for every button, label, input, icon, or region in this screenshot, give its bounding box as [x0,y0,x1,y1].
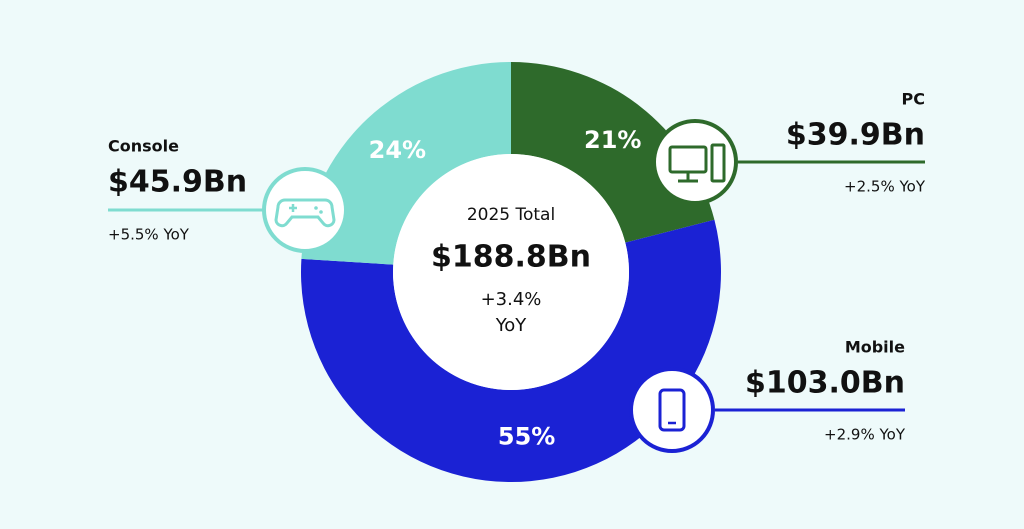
category-name: PC [902,90,925,109]
console-icon [262,167,348,253]
slice [301,62,511,265]
callouts: PC $39.9Bn +2.5% YoY Mobile $103.0Bn +2.9% Yo… [108,90,926,444]
category-amount: $39.9Bn [786,118,925,153]
category-growth: +2.5% YoY [844,178,926,196]
slice-label: 55% [498,422,555,450]
slice [301,219,721,482]
center-label: 2025 Total [467,205,555,225]
center-growth-unit: YoY [495,315,528,336]
slice-label: 24% [369,136,426,164]
category-growth: +2.9% YoY [824,426,906,444]
mobile-icon [629,367,715,453]
category-name: Console [108,137,179,156]
center-total: $188.8Bn [431,240,591,275]
pc-icon [652,119,738,205]
category-name: Mobile [845,338,905,357]
category-growth: +5.5% YoY [108,226,190,244]
category-amount: $103.0Bn [745,366,905,401]
slice [511,62,715,243]
category-amount: $45.9Bn [108,165,247,200]
center-growth: +3.4% [481,289,542,310]
slice-label: 21% [584,126,641,154]
donut: 21% 55% 24% [301,62,721,482]
donut-hole [393,154,629,390]
